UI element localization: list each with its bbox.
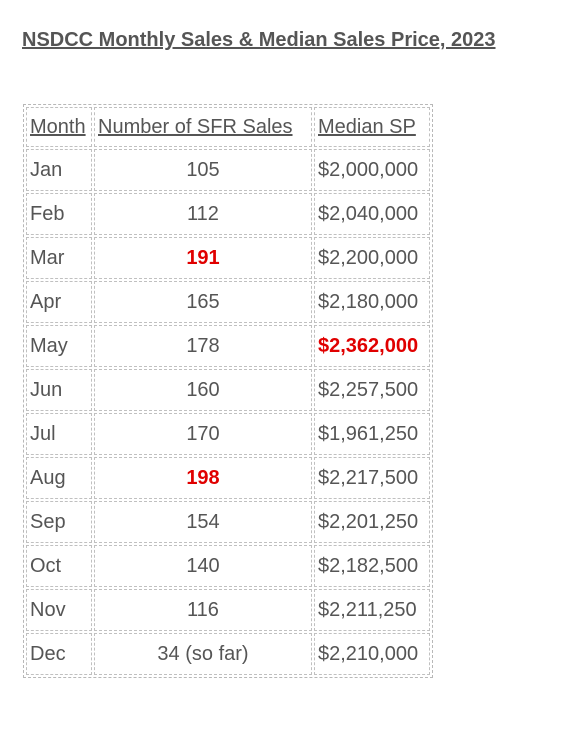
table-header-row: Month Number of SFR Sales Median SP bbox=[26, 107, 430, 147]
table-row: Jun 160 $2,257,500 bbox=[26, 369, 430, 411]
table-row: Nov 116 $2,211,250 bbox=[26, 589, 430, 631]
table-header: Month Number of SFR Sales Median SP bbox=[26, 107, 430, 147]
table-row: Apr 165 $2,180,000 bbox=[26, 281, 430, 323]
cell-month: Jul bbox=[26, 413, 92, 455]
cell-month: Sep bbox=[26, 501, 92, 543]
table-row: Feb 112 $2,040,000 bbox=[26, 193, 430, 235]
cell-month: Aug bbox=[26, 457, 92, 499]
cell-month: May bbox=[26, 325, 92, 367]
table-row: Mar 191 $2,200,000 bbox=[26, 237, 430, 279]
cell-sfr-sales: 198 bbox=[94, 457, 312, 499]
table-row: Oct 140 $2,182,500 bbox=[26, 545, 430, 587]
cell-sfr-sales: 178 bbox=[94, 325, 312, 367]
cell-median-price: $2,000,000 bbox=[314, 149, 430, 191]
cell-sfr-sales: 154 bbox=[94, 501, 312, 543]
table-body: Jan 105 $2,000,000 Feb 112 $2,040,000 Mar 191 $2… bbox=[26, 149, 430, 675]
cell-month: Dec bbox=[26, 633, 92, 675]
cell-median-price: $2,257,500 bbox=[314, 369, 430, 411]
cell-median-price: $1,961,250 bbox=[314, 413, 430, 455]
cell-median-price: $2,201,250 bbox=[314, 501, 430, 543]
column-header-month: Month bbox=[26, 107, 92, 147]
cell-month: Jan bbox=[26, 149, 92, 191]
cell-median-price: $2,217,500 bbox=[314, 457, 430, 499]
cell-sfr-sales: 165 bbox=[94, 281, 312, 323]
cell-month: Oct bbox=[26, 545, 92, 587]
cell-sfr-sales: 170 bbox=[94, 413, 312, 455]
table-row: Dec 34 (so far) $2,210,000 bbox=[26, 633, 430, 675]
cell-median-price: $2,362,000 bbox=[314, 325, 430, 367]
cell-month: Feb bbox=[26, 193, 92, 235]
cell-sfr-sales: 34 (so far) bbox=[94, 633, 312, 675]
cell-median-price: $2,210,000 bbox=[314, 633, 430, 675]
cell-median-price: $2,180,000 bbox=[314, 281, 430, 323]
cell-median-price: $2,211,250 bbox=[314, 589, 430, 631]
table-row: Aug 198 $2,217,500 bbox=[26, 457, 430, 499]
column-header-sales: Number of SFR Sales bbox=[94, 107, 312, 147]
table-row: Jul 170 $1,961,250 bbox=[26, 413, 430, 455]
cell-month: Jun bbox=[26, 369, 92, 411]
column-header-median-price: Median SP bbox=[314, 107, 430, 147]
cell-month: Mar bbox=[26, 237, 92, 279]
cell-sfr-sales: 160 bbox=[94, 369, 312, 411]
cell-sfr-sales: 191 bbox=[94, 237, 312, 279]
table-row: Sep 154 $2,201,250 bbox=[26, 501, 430, 543]
cell-sfr-sales: 116 bbox=[94, 589, 312, 631]
table-row: Jan 105 $2,000,000 bbox=[26, 149, 430, 191]
cell-sfr-sales: 112 bbox=[94, 193, 312, 235]
table-row: May 178 $2,362,000 bbox=[26, 325, 430, 367]
cell-sfr-sales: 140 bbox=[94, 545, 312, 587]
cell-month: Apr bbox=[26, 281, 92, 323]
cell-median-price: $2,182,500 bbox=[314, 545, 430, 587]
sales-table: Month Number of SFR Sales Median SP Jan 1… bbox=[23, 104, 433, 678]
page-title: NSDCC Monthly Sales & Median Sales Price… bbox=[22, 29, 496, 51]
cell-sfr-sales: 105 bbox=[94, 149, 312, 191]
cell-median-price: $2,040,000 bbox=[314, 193, 430, 235]
cell-month: Nov bbox=[26, 589, 92, 631]
cell-median-price: $2,200,000 bbox=[314, 237, 430, 279]
